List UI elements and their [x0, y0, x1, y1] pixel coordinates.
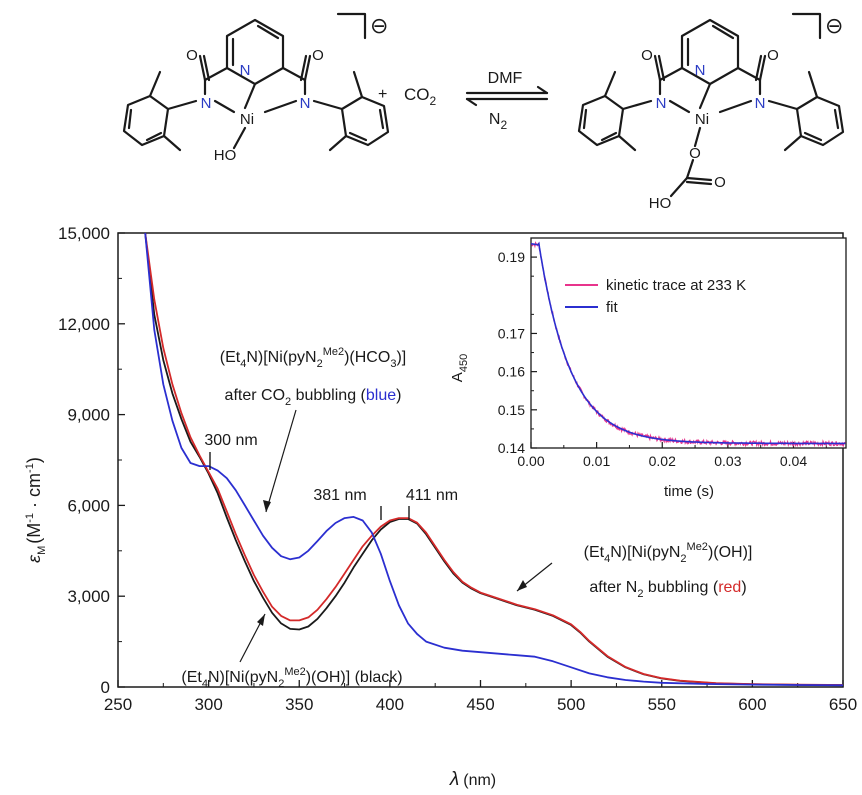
oh-red-condition-label: after N2 bubbling (red): [589, 579, 746, 600]
legend-label-fit: fit: [606, 299, 619, 316]
co2-subscript: 2: [430, 94, 437, 108]
hco3-cond-end: ): [396, 387, 401, 404]
carbonyl-o-label: O: [312, 47, 324, 64]
x-label-symbol: λ: [449, 769, 459, 790]
main-y-ticks: 0 3,000 6,000 9,000 12,000 15,000: [58, 224, 125, 697]
inset-x-tick-label: 0.03: [714, 453, 741, 469]
carbonyl-o-label: O: [767, 47, 779, 64]
y-tick-label: 0: [101, 678, 110, 697]
inset-x-tick-label: 0.04: [780, 453, 807, 469]
right-complex-structure: N O O N N Ni O O HO ⊖: [577, 12, 845, 212]
equilibrium-arrows-icon: [465, 85, 549, 107]
hco3-condition-label: after CO2 bubbling (blue): [225, 387, 402, 408]
amide-n-label: N: [300, 95, 311, 112]
inset-x-tick-label: 0.01: [583, 453, 610, 469]
svg-text:εM(M-1 · cm-1): εM(M-1 · cm-1): [24, 457, 48, 563]
inset-y-tick-label: 0.16: [498, 364, 525, 380]
hydroxo-label: HO: [214, 147, 237, 164]
right-metal-label: Ni: [695, 111, 709, 128]
x-tick-label: 500: [557, 695, 585, 714]
inset-x-tick-label: 0.00: [517, 453, 544, 469]
pyridine-n-label: N: [695, 62, 706, 79]
y-tick-label: 6,000: [67, 496, 110, 515]
oh-cond-pre: after N: [589, 579, 637, 596]
inset-series-blue: [530, 241, 846, 445]
series-line-blue: [144, 232, 844, 687]
charge-minus-icon: ⊖: [370, 13, 388, 38]
bicarbonate-o-label: O: [689, 145, 701, 162]
inset-y-ticks: 0.14 0.15 0.16 0.17 0.19: [498, 249, 537, 456]
inset-y-tick-label: 0.15: [498, 402, 525, 418]
main-y-axis-label: εM(M-1 · cm-1): [24, 457, 48, 563]
legend-label-kinetic: kinetic trace at 233 K: [606, 277, 746, 294]
bicarbonate-ho-label: HO: [649, 195, 672, 212]
x-tick-label: 650: [829, 695, 857, 714]
inset-y-tick-label: 0.14: [498, 440, 525, 456]
n2-subscript: 2: [500, 118, 507, 132]
x-tick-label: 300: [194, 695, 222, 714]
y-tick-label: 9,000: [67, 406, 110, 425]
amide-n-label: N: [656, 95, 667, 112]
y-tick-label: 15,000: [58, 224, 110, 243]
charge-minus-icon: ⊖: [825, 13, 843, 38]
n2-text: N: [489, 111, 501, 128]
x-tick-label: 450: [466, 695, 494, 714]
peak-label-300: 300 nm: [204, 432, 257, 449]
inset-x-tick-label: 0.02: [649, 453, 676, 469]
x-tick-label: 250: [104, 695, 132, 714]
oh-cond-sub: 2: [637, 588, 643, 600]
hco3-pointer-arrowhead-icon: [263, 500, 271, 512]
main-x-ticks: 250 300 350 400 450 500 550 600 650: [104, 680, 857, 714]
x-label-unit: (nm): [463, 772, 496, 789]
hco3-complex-label: (Et4N)[Ni(pyN2Me2)(HCO3)]: [220, 346, 406, 370]
carbonyl-o-label: O: [186, 47, 198, 64]
reaction-scheme: N O O N N Ni HO ⊖ + CO2 DMF N2: [122, 12, 845, 212]
left-complex-structure: N O O N N Ni HO ⊖: [122, 12, 390, 164]
co2-reagent: CO2: [404, 85, 437, 108]
inset-legend: kinetic trace at 233 K fit: [565, 277, 746, 316]
series-line-red: [144, 232, 844, 686]
hco3-cond-mid: bubbling (: [291, 387, 366, 404]
co2-text: CO: [404, 85, 430, 104]
inset-y-tick-label: 0.17: [498, 325, 525, 341]
hco3-cond-pre: after CO: [225, 387, 285, 404]
peak-label-411: 411 nm: [406, 487, 458, 504]
carbonyl-o-label: O: [641, 47, 653, 64]
inset-y-tick-label: 0.19: [498, 249, 525, 265]
oh-red-complex-label: (Et4N)[Ni(pyN2Me2)(OH)]: [584, 541, 753, 565]
kinetic-inset-chart: 0.00 0.01 0.02 0.03 0.04 0.140.150.160.170.1…: [449, 237, 847, 500]
inset-x-axis-label: time (s): [664, 483, 714, 500]
oh-cond-mid: bubbling (: [643, 579, 718, 596]
pyridine-n-label: N: [240, 62, 251, 79]
hco3-cond-sub: 2: [285, 396, 291, 408]
main-series-lines: [144, 232, 844, 687]
x-tick-label: 400: [376, 695, 404, 714]
oh-cond-end: ): [741, 579, 746, 596]
main-x-axis-label: λ (nm): [449, 769, 496, 790]
oh-cond-color-word: red: [718, 579, 741, 596]
x-tick-label: 600: [738, 695, 766, 714]
inset-x-ticks: 0.00 0.01 0.02 0.03 0.04: [517, 442, 827, 469]
hco3-pointer-arrow: [265, 409, 297, 513]
bicarbonate-carbonyl-o-label: O: [714, 174, 726, 191]
inset-series-lines: [530, 241, 846, 448]
svg-text:A450: A450: [449, 354, 470, 382]
x-tick-label: 550: [648, 695, 676, 714]
hco3-cond-color-word: blue: [366, 387, 396, 404]
oh-red-pointer-arrowhead-icon: [517, 580, 527, 591]
peak-label-381: 381 nm: [313, 487, 366, 504]
y-tick-label: 12,000: [58, 315, 110, 334]
arrow-bottom-label: N2: [489, 111, 508, 132]
inset-y-axis-label: A450: [449, 354, 470, 382]
left-metal-label: Ni: [240, 111, 254, 128]
amide-n-label: N: [755, 95, 766, 112]
inset-plot-frame: [530, 237, 847, 449]
y-tick-label: 3,000: [67, 587, 110, 606]
x-tick-label: 350: [285, 695, 313, 714]
arrow-top-label: DMF: [488, 70, 523, 87]
plus-sign: +: [378, 86, 387, 103]
oh-black-pointer-arrowhead-icon: [257, 614, 265, 626]
amide-n-label: N: [201, 95, 212, 112]
